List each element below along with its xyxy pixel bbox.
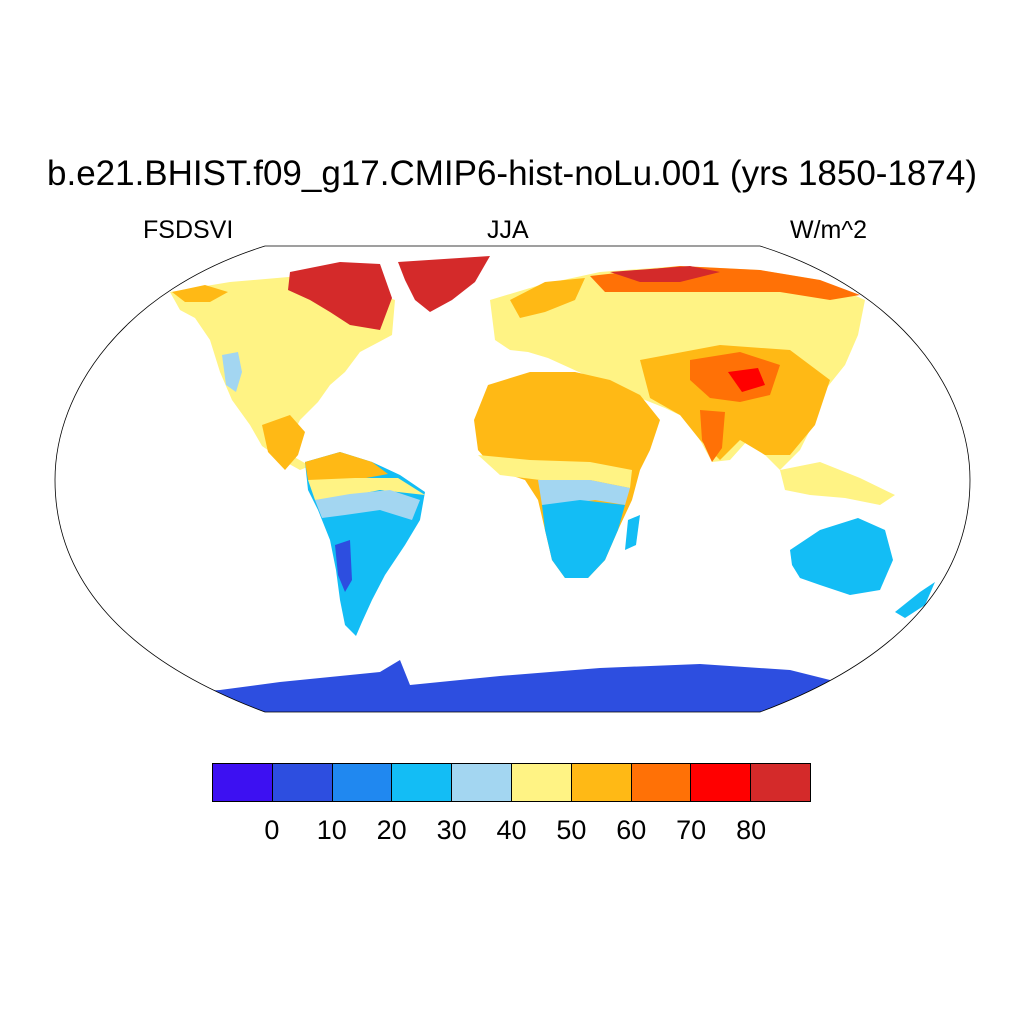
- colorbar-swatch: [572, 764, 632, 801]
- colorbar-tick-label: 60: [616, 813, 646, 847]
- colorbar-swatch: [392, 764, 452, 801]
- colorbar-swatch: [632, 764, 692, 801]
- colorbar-tick-label: 20: [377, 813, 407, 847]
- colorbar-swatch: [213, 764, 273, 801]
- colorbar-swatch: [691, 764, 751, 801]
- colorbar-tick-label: 70: [676, 813, 706, 847]
- colorbar: [212, 763, 811, 802]
- colorbar-swatch: [751, 764, 810, 801]
- colorbar-tick-label: 80: [736, 813, 766, 847]
- colorbar-tick-label: 40: [496, 813, 526, 847]
- colorbar-tick-label: 30: [437, 813, 467, 847]
- map-land-layer: [40, 240, 990, 720]
- colorbar-tick-labels: 0 10 20 30 40 50 60 70 80: [0, 813, 1024, 847]
- colorbar-tick-label: 50: [556, 813, 586, 847]
- colorbar-tick-label: 0: [264, 813, 279, 847]
- colorbar-swatch: [452, 764, 512, 801]
- colorbar-swatch: [273, 764, 333, 801]
- colorbar-tick-label: 10: [317, 813, 347, 847]
- colorbar-swatch: [512, 764, 572, 801]
- colorbar-swatch: [333, 764, 393, 801]
